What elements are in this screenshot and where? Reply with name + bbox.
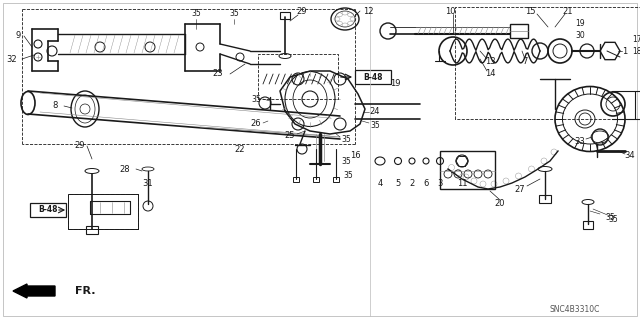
Text: 2: 2 xyxy=(410,179,415,188)
Text: 19: 19 xyxy=(390,79,400,88)
Text: 35: 35 xyxy=(341,135,351,144)
Text: 16: 16 xyxy=(349,152,360,160)
Text: 32: 32 xyxy=(6,55,17,63)
Text: 35: 35 xyxy=(608,214,618,224)
FancyBboxPatch shape xyxy=(355,70,391,84)
Text: 26: 26 xyxy=(251,118,261,128)
Text: 4: 4 xyxy=(378,179,383,188)
Text: 34: 34 xyxy=(625,152,636,160)
Text: 20: 20 xyxy=(495,199,505,209)
Text: 22: 22 xyxy=(235,145,245,153)
Text: 27: 27 xyxy=(515,184,525,194)
Text: 5: 5 xyxy=(396,179,401,188)
Bar xyxy=(583,221,593,229)
Text: 7: 7 xyxy=(522,56,528,65)
Bar xyxy=(280,12,290,19)
Bar xyxy=(539,195,551,203)
Bar xyxy=(68,194,138,229)
Text: 9: 9 xyxy=(15,32,20,41)
Bar xyxy=(293,177,299,182)
Text: 14: 14 xyxy=(484,70,495,78)
Text: 3: 3 xyxy=(437,179,443,188)
Text: FR.: FR. xyxy=(75,286,95,296)
Text: 13: 13 xyxy=(484,56,495,65)
Text: 35: 35 xyxy=(191,10,201,19)
Bar xyxy=(440,151,495,189)
Text: 1: 1 xyxy=(622,47,628,56)
Text: 25: 25 xyxy=(285,131,295,140)
Text: 35: 35 xyxy=(343,172,353,181)
Text: 30: 30 xyxy=(575,32,585,41)
Text: 29: 29 xyxy=(297,6,307,16)
Text: 35: 35 xyxy=(341,158,351,167)
FancyArrow shape xyxy=(13,284,55,298)
Text: B-48: B-48 xyxy=(364,72,383,81)
Text: 17: 17 xyxy=(632,34,640,43)
Text: 12: 12 xyxy=(363,6,373,16)
Text: 35: 35 xyxy=(605,212,615,221)
FancyBboxPatch shape xyxy=(30,203,66,217)
Text: 28: 28 xyxy=(120,165,131,174)
Text: 35: 35 xyxy=(370,122,380,130)
Text: 35: 35 xyxy=(229,10,239,19)
Text: 33: 33 xyxy=(575,137,586,145)
Bar xyxy=(510,24,528,38)
Text: 6: 6 xyxy=(423,179,429,188)
Text: 18: 18 xyxy=(632,47,640,56)
Text: 8: 8 xyxy=(52,101,58,110)
Text: 35: 35 xyxy=(251,94,261,103)
Text: 19: 19 xyxy=(575,19,585,28)
Text: B-48: B-48 xyxy=(38,205,58,214)
Text: 31: 31 xyxy=(143,180,154,189)
Text: 23: 23 xyxy=(212,70,223,78)
Text: 24: 24 xyxy=(370,108,380,116)
Text: 10: 10 xyxy=(445,6,455,16)
Bar xyxy=(86,226,98,234)
Text: 29: 29 xyxy=(75,142,85,151)
Text: 15: 15 xyxy=(525,6,535,16)
Text: 11: 11 xyxy=(457,179,467,188)
Text: 21: 21 xyxy=(563,6,573,16)
Bar xyxy=(333,177,339,182)
Bar xyxy=(313,177,319,182)
Text: SNC4B3310C: SNC4B3310C xyxy=(550,305,600,314)
